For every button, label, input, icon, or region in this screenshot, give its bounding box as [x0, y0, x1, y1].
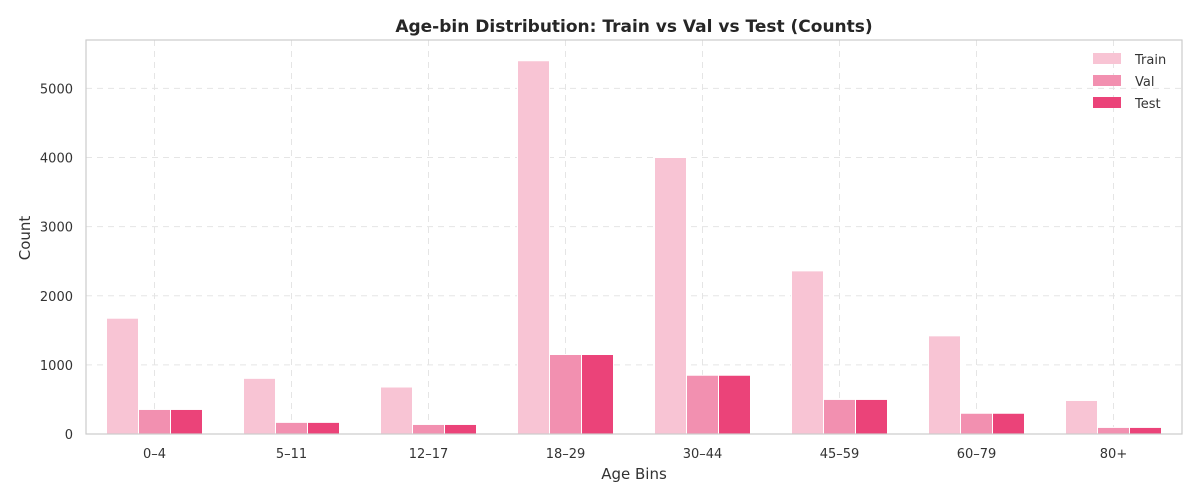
bar-val-3: [549, 354, 582, 435]
y-tick-label: 4000: [40, 152, 73, 167]
legend: Train Val Test: [1093, 53, 1166, 112]
plot-frame: [85, 39, 1183, 435]
legend-swatch-train: [1093, 53, 1121, 64]
bar-test-1: [307, 421, 340, 435]
legend-label-test: Test: [1134, 97, 1161, 112]
x-axis-ticks: 0–4 5–11 12–17 18–29 30–44 45–59 60–79 80+: [143, 447, 1127, 462]
bar-train-4: [654, 157, 687, 435]
bars: [106, 60, 1162, 435]
bar-test-4: [718, 374, 751, 435]
y-axis-label: Count: [16, 216, 34, 261]
y-axis-ticks: 0 1000 2000 3000 4000 5000: [40, 82, 73, 443]
y-tick-label: 5000: [40, 82, 73, 97]
x-axis-label: Age Bins: [601, 465, 667, 483]
x-tick-label: 18–29: [546, 447, 586, 462]
x-tick-label: 45–59: [820, 447, 860, 462]
bar-test-2: [444, 423, 477, 435]
bar-val-2: [412, 423, 445, 435]
legend-label-train: Train: [1134, 53, 1166, 68]
x-tick-label: 80+: [1100, 447, 1127, 462]
bar-train-3: [517, 60, 550, 435]
bar-val-6: [960, 412, 993, 435]
y-tick-label: 3000: [40, 221, 73, 236]
bar-train-6: [928, 335, 961, 435]
bar-test-7: [1129, 426, 1162, 435]
bar-val-5: [823, 398, 856, 435]
legend-swatch-val: [1093, 75, 1121, 86]
bar-val-1: [275, 421, 308, 435]
chart-title: Age-bin Distribution: Train vs Val vs Te…: [395, 17, 872, 37]
x-tick-label: 0–4: [143, 447, 166, 462]
bar-val-4: [686, 374, 719, 435]
bar-test-3: [581, 354, 614, 435]
x-tick-label: 60–79: [957, 447, 997, 462]
bar-train-5: [791, 270, 824, 435]
bar-test-5: [855, 398, 888, 435]
y-tick-label: 1000: [40, 359, 73, 374]
bar-test-0: [170, 408, 203, 435]
legend-label-val: Val: [1135, 75, 1154, 90]
y-tick-label: 0: [65, 428, 73, 443]
bar-val-0: [138, 408, 171, 435]
grid: [86, 40, 1182, 435]
x-tick-label: 5–11: [276, 447, 307, 462]
bar-train-2: [380, 386, 413, 435]
bar-train-0: [106, 317, 139, 435]
legend-swatch-test: [1093, 97, 1121, 108]
bar-train-7: [1065, 399, 1098, 435]
y-tick-label: 2000: [40, 290, 73, 305]
bar-val-7: [1097, 426, 1130, 435]
bar-train-1: [243, 377, 276, 435]
x-tick-label: 30–44: [683, 447, 723, 462]
bar-test-6: [992, 412, 1025, 435]
x-tick-label: 12–17: [409, 447, 449, 462]
